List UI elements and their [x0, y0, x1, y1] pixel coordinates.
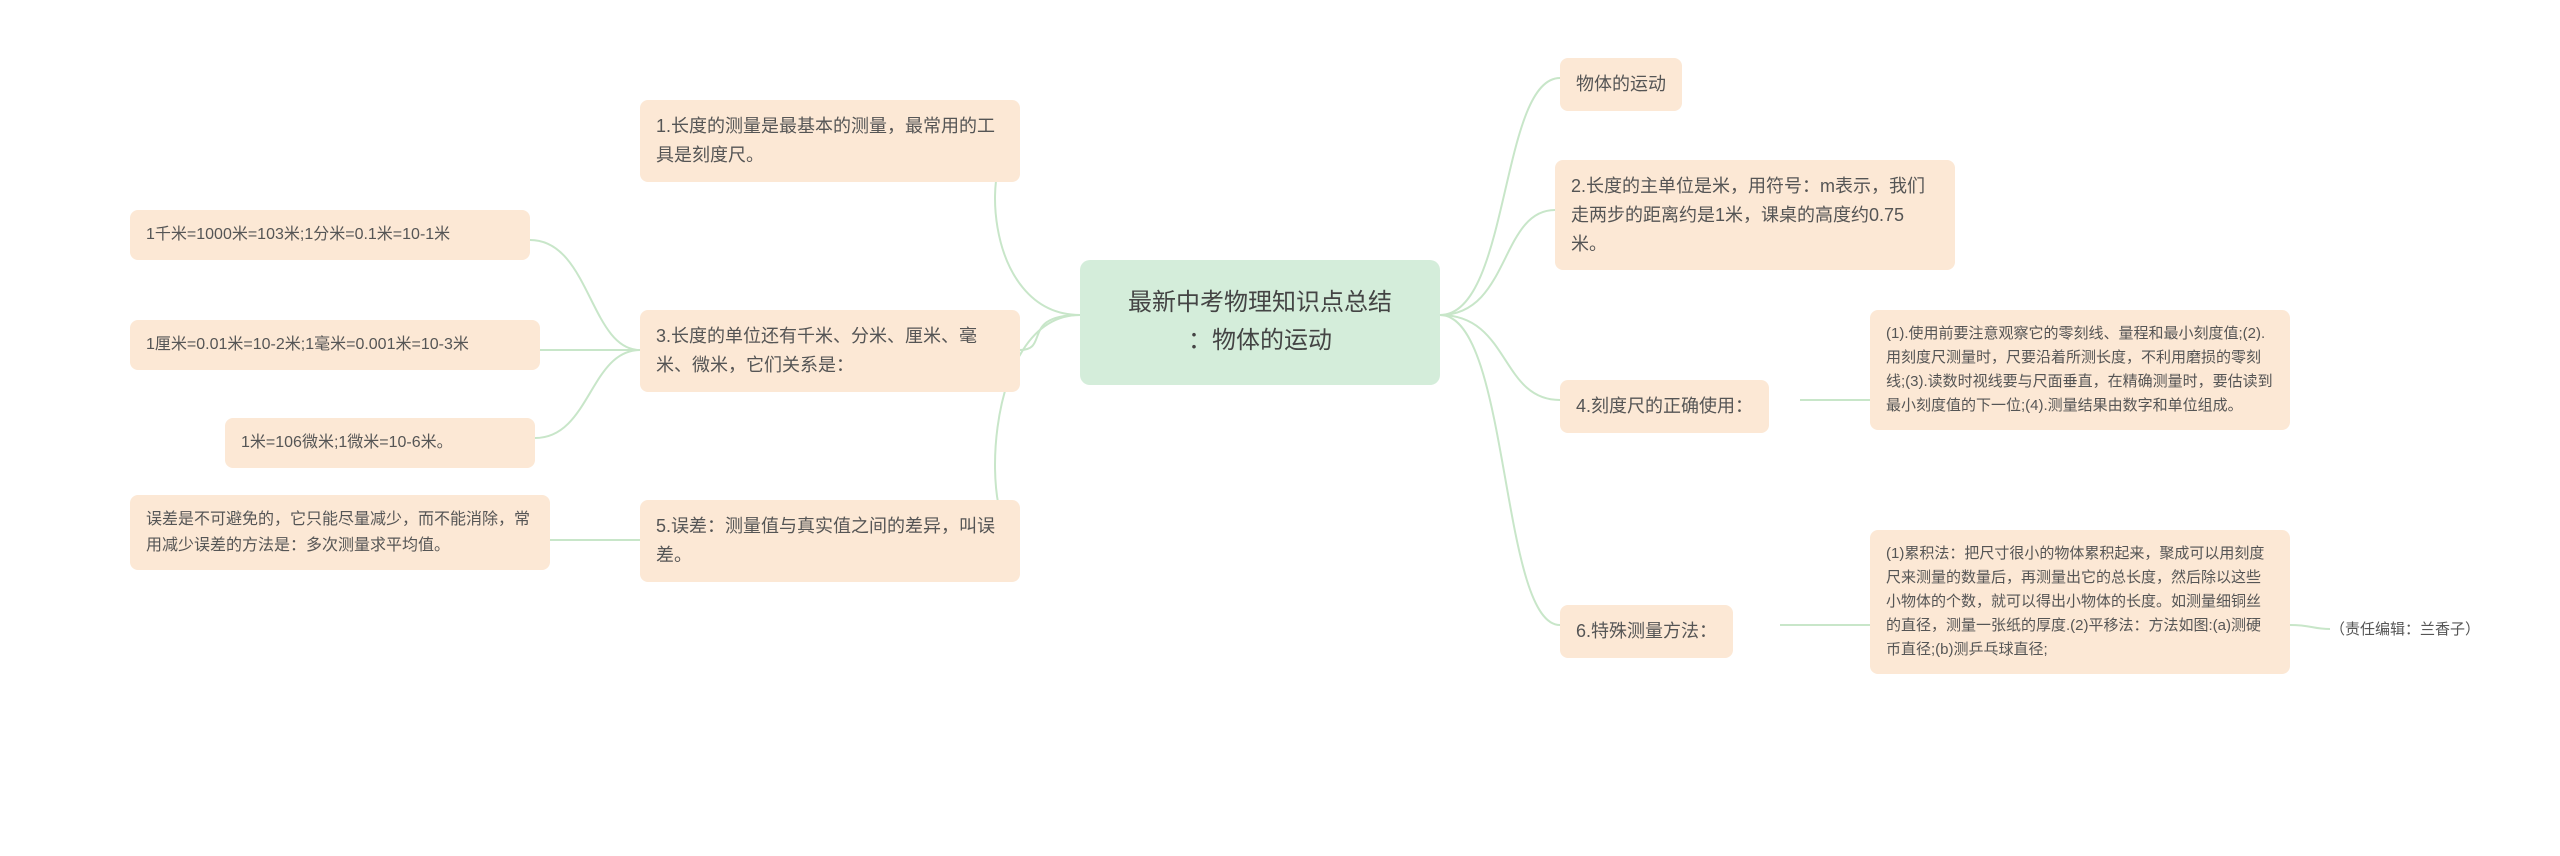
left-node-5: 5.误差：测量值与真实值之间的差异，叫误差。 [640, 500, 1020, 582]
right-node-4-sub: (1).使用前要注意观察它的零刻线、量程和最小刻度值;(2).用刻度尺测量时，尺… [1870, 310, 2290, 430]
left-node-1-text: 1.长度的测量是最基本的测量，最常用的工具是刻度尺。 [656, 116, 995, 165]
right-node-4: 4.刻度尺的正确使用： [1560, 380, 1769, 433]
left-node-3-sub1-text: 1千米=1000米=103米;1分米=0.1米=10-1米 [146, 226, 450, 243]
right-node-4-sub-text: (1).使用前要注意观察它的零刻线、量程和最小刻度值;(2).用刻度尺测量时，尺… [1886, 325, 2273, 414]
root-line1: 最新中考物理知识点总结 [1128, 289, 1392, 316]
left-node-3-sub3: 1米=106微米;1微米=10-6米。 [225, 418, 535, 468]
credit-text: （责任编辑：兰香子） [2330, 614, 2480, 646]
root-node: 最新中考物理知识点总结 ：物体的运动 [1080, 260, 1440, 385]
right-node-2-text: 2.长度的主单位是米，用符号：m表示，我们走两步的距离约是1米，课桌的高度约0.… [1571, 176, 1925, 254]
right-node-1: 物体的运动 [1560, 58, 1682, 111]
left-node-3-text: 3.长度的单位还有千米、分米、厘米、毫米、微米，它们关系是： [656, 326, 977, 375]
left-node-1: 1.长度的测量是最基本的测量，最常用的工具是刻度尺。 [640, 100, 1020, 182]
right-node-4-text: 4.刻度尺的正确使用： [1576, 396, 1753, 416]
left-node-3-sub2: 1厘米=0.01米=10-2米;1毫米=0.001米=10-3米 [130, 320, 540, 370]
left-node-3: 3.长度的单位还有千米、分米、厘米、毫米、微米，它们关系是： [640, 310, 1020, 392]
right-node-6-text: 6.特殊测量方法： [1576, 621, 1717, 641]
left-node-3-sub2-text: 1厘米=0.01米=10-2米;1毫米=0.001米=10-3米 [146, 336, 469, 353]
left-node-5-text: 5.误差：测量值与真实值之间的差异，叫误差。 [656, 516, 995, 565]
right-node-1-text: 物体的运动 [1576, 74, 1666, 94]
right-node-2: 2.长度的主单位是米，用符号：m表示，我们走两步的距离约是1米，课桌的高度约0.… [1555, 160, 1955, 270]
root-line2: ：物体的运动 [1188, 327, 1332, 354]
credit-label: （责任编辑：兰香子） [2330, 621, 2480, 638]
left-node-5-sub: 误差是不可避免的，它只能尽量减少，而不能消除，常用减少误差的方法是：多次测量求平… [130, 495, 550, 570]
right-node-6-sub-text: (1)累积法：把尺寸很小的物体累积起来，聚成可以用刻度尺来测量的数量后，再测量出… [1886, 545, 2264, 658]
left-node-5-sub-text: 误差是不可避免的，它只能尽量减少，而不能消除，常用减少误差的方法是：多次测量求平… [146, 511, 530, 554]
left-node-3-sub3-text: 1米=106微米;1微米=10-6米。 [241, 434, 453, 451]
left-node-3-sub1: 1千米=1000米=103米;1分米=0.1米=10-1米 [130, 210, 530, 260]
right-node-6: 6.特殊测量方法： [1560, 605, 1733, 658]
right-node-6-sub: (1)累积法：把尺寸很小的物体累积起来，聚成可以用刻度尺来测量的数量后，再测量出… [1870, 530, 2290, 674]
